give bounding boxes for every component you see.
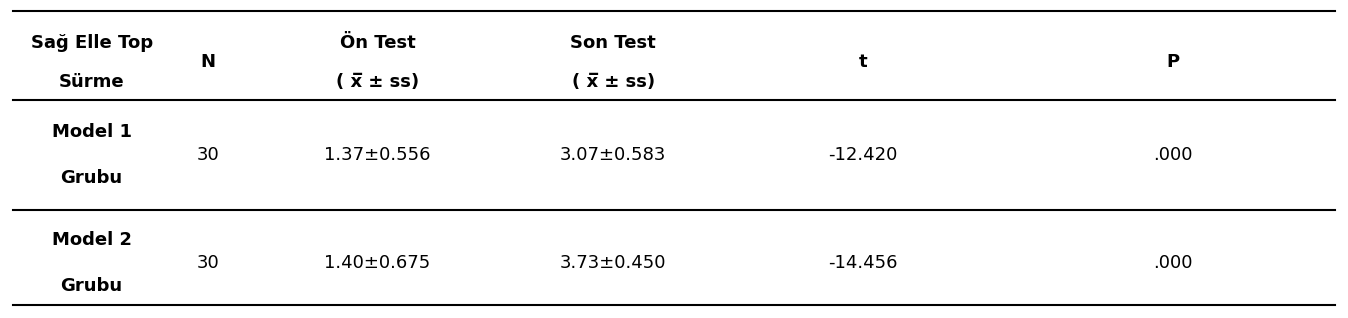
Text: Grubu: Grubu: [61, 277, 123, 295]
Text: -14.456: -14.456: [828, 254, 898, 272]
Text: Son Test: Son Test: [570, 34, 656, 52]
Text: 1.40±0.675: 1.40±0.675: [325, 254, 430, 272]
Text: Model 2: Model 2: [51, 231, 132, 249]
Text: ( x̅ ± ss): ( x̅ ± ss): [572, 73, 655, 91]
Text: ( x̅ ± ss): ( x̅ ± ss): [336, 73, 419, 91]
Text: 3.07±0.583: 3.07±0.583: [561, 146, 666, 164]
Text: Grubu: Grubu: [61, 169, 123, 187]
Text: .000: .000: [1153, 254, 1193, 272]
Text: 3.73±0.450: 3.73±0.450: [559, 254, 667, 272]
Text: Sağ Elle Top: Sağ Elle Top: [31, 34, 152, 52]
Text: Ön Test: Ön Test: [340, 34, 415, 52]
Text: t: t: [859, 53, 867, 72]
Text: Sürme: Sürme: [59, 73, 124, 91]
Text: P: P: [1166, 53, 1180, 72]
Text: .000: .000: [1153, 146, 1193, 164]
Text: Model 1: Model 1: [51, 123, 132, 141]
Text: -12.420: -12.420: [828, 146, 898, 164]
Text: 1.37±0.556: 1.37±0.556: [324, 146, 431, 164]
Text: 30: 30: [197, 254, 218, 272]
Text: N: N: [200, 53, 216, 72]
Text: 30: 30: [197, 146, 218, 164]
